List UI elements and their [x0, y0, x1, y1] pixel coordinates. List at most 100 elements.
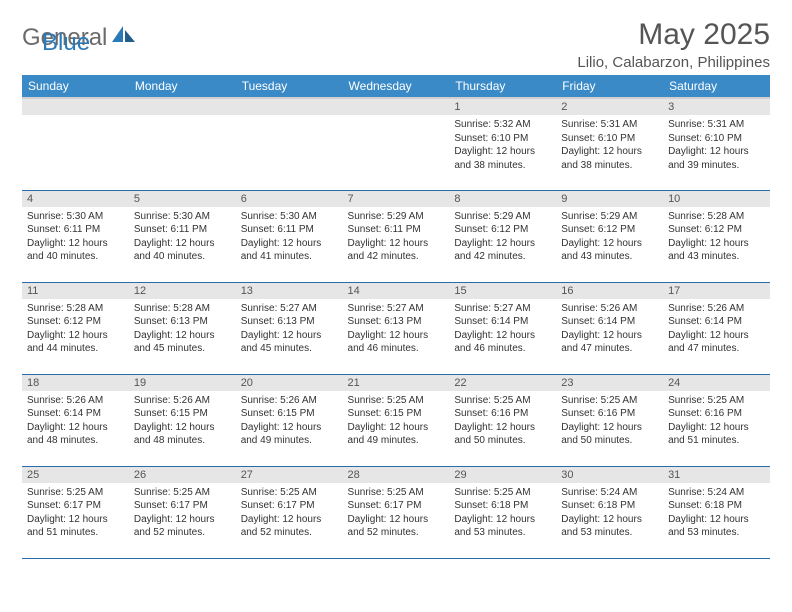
- sunset-line: Sunset: 6:13 PM: [241, 315, 338, 329]
- logo-text-blue: Blue: [42, 29, 90, 56]
- day-number: 22: [449, 375, 556, 391]
- day-details: [343, 115, 450, 122]
- daylight-line: Daylight: 12 hours and 46 minutes.: [454, 329, 551, 356]
- calendar-day-cell: 31Sunrise: 5:24 AMSunset: 6:18 PMDayligh…: [663, 466, 770, 558]
- sunset-line: Sunset: 6:14 PM: [454, 315, 551, 329]
- sunset-line: Sunset: 6:16 PM: [668, 407, 765, 421]
- day-details: Sunrise: 5:25 AMSunset: 6:15 PMDaylight:…: [343, 391, 450, 452]
- sunrise-line: Sunrise: 5:26 AM: [134, 394, 231, 408]
- calendar-day-cell: 13Sunrise: 5:27 AMSunset: 6:13 PMDayligh…: [236, 282, 343, 374]
- day-details: Sunrise: 5:26 AMSunset: 6:14 PMDaylight:…: [556, 299, 663, 360]
- weekday-header: Tuesday: [236, 75, 343, 98]
- daylight-line: Daylight: 12 hours and 48 minutes.: [134, 421, 231, 448]
- day-number: 11: [22, 283, 129, 299]
- day-details: Sunrise: 5:29 AMSunset: 6:12 PMDaylight:…: [556, 207, 663, 268]
- day-details: Sunrise: 5:28 AMSunset: 6:12 PMDaylight:…: [663, 207, 770, 268]
- weekday-header: Sunday: [22, 75, 129, 98]
- sunset-line: Sunset: 6:14 PM: [668, 315, 765, 329]
- sunset-line: Sunset: 6:16 PM: [454, 407, 551, 421]
- sunrise-line: Sunrise: 5:24 AM: [668, 486, 765, 500]
- day-number: 8: [449, 191, 556, 207]
- location-text: Lilio, Calabarzon, Philippines: [577, 54, 770, 71]
- day-number: 30: [556, 467, 663, 483]
- sunrise-line: Sunrise: 5:29 AM: [561, 210, 658, 224]
- calendar-day-cell: 17Sunrise: 5:26 AMSunset: 6:14 PMDayligh…: [663, 282, 770, 374]
- calendar-day-cell: 11Sunrise: 5:28 AMSunset: 6:12 PMDayligh…: [22, 282, 129, 374]
- daylight-line: Daylight: 12 hours and 53 minutes.: [668, 513, 765, 540]
- day-details: Sunrise: 5:28 AMSunset: 6:13 PMDaylight:…: [129, 299, 236, 360]
- day-details: Sunrise: 5:25 AMSunset: 6:17 PMDaylight:…: [343, 483, 450, 544]
- calendar-day-cell: [22, 98, 129, 190]
- daylight-line: Daylight: 12 hours and 47 minutes.: [561, 329, 658, 356]
- day-number: 29: [449, 467, 556, 483]
- calendar-day-cell: 14Sunrise: 5:27 AMSunset: 6:13 PMDayligh…: [343, 282, 450, 374]
- day-number: 1: [449, 99, 556, 115]
- day-details: [236, 115, 343, 122]
- day-number: 18: [22, 375, 129, 391]
- calendar-day-cell: 10Sunrise: 5:28 AMSunset: 6:12 PMDayligh…: [663, 190, 770, 282]
- sunset-line: Sunset: 6:15 PM: [241, 407, 338, 421]
- day-details: Sunrise: 5:27 AMSunset: 6:14 PMDaylight:…: [449, 299, 556, 360]
- sunrise-line: Sunrise: 5:29 AM: [348, 210, 445, 224]
- weekday-header: Wednesday: [343, 75, 450, 98]
- weekday-header: Friday: [556, 75, 663, 98]
- sunset-line: Sunset: 6:10 PM: [561, 132, 658, 146]
- day-details: Sunrise: 5:26 AMSunset: 6:14 PMDaylight:…: [22, 391, 129, 452]
- day-details: [129, 115, 236, 122]
- day-details: Sunrise: 5:26 AMSunset: 6:14 PMDaylight:…: [663, 299, 770, 360]
- calendar-table: SundayMondayTuesdayWednesdayThursdayFrid…: [22, 75, 770, 559]
- daylight-line: Daylight: 12 hours and 39 minutes.: [668, 145, 765, 172]
- sunrise-line: Sunrise: 5:27 AM: [241, 302, 338, 316]
- sunrise-line: Sunrise: 5:25 AM: [241, 486, 338, 500]
- calendar-day-cell: 30Sunrise: 5:24 AMSunset: 6:18 PMDayligh…: [556, 466, 663, 558]
- day-number: 16: [556, 283, 663, 299]
- month-title: May 2025: [577, 18, 770, 52]
- calendar-day-cell: 22Sunrise: 5:25 AMSunset: 6:16 PMDayligh…: [449, 374, 556, 466]
- day-details: Sunrise: 5:25 AMSunset: 6:17 PMDaylight:…: [129, 483, 236, 544]
- day-number: 5: [129, 191, 236, 207]
- day-number: 20: [236, 375, 343, 391]
- calendar-day-cell: 5Sunrise: 5:30 AMSunset: 6:11 PMDaylight…: [129, 190, 236, 282]
- day-number: 4: [22, 191, 129, 207]
- daylight-line: Daylight: 12 hours and 42 minutes.: [454, 237, 551, 264]
- day-number: 27: [236, 467, 343, 483]
- day-details: Sunrise: 5:25 AMSunset: 6:18 PMDaylight:…: [449, 483, 556, 544]
- sunset-line: Sunset: 6:11 PM: [348, 223, 445, 237]
- sunrise-line: Sunrise: 5:25 AM: [348, 486, 445, 500]
- calendar-week-row: 18Sunrise: 5:26 AMSunset: 6:14 PMDayligh…: [22, 374, 770, 466]
- weekday-header-row: SundayMondayTuesdayWednesdayThursdayFrid…: [22, 75, 770, 98]
- day-number: 10: [663, 191, 770, 207]
- calendar-day-cell: 23Sunrise: 5:25 AMSunset: 6:16 PMDayligh…: [556, 374, 663, 466]
- day-number: 14: [343, 283, 450, 299]
- calendar-day-cell: [343, 98, 450, 190]
- sunset-line: Sunset: 6:14 PM: [561, 315, 658, 329]
- day-details: Sunrise: 5:32 AMSunset: 6:10 PMDaylight:…: [449, 115, 556, 176]
- calendar-day-cell: 18Sunrise: 5:26 AMSunset: 6:14 PMDayligh…: [22, 374, 129, 466]
- daylight-line: Daylight: 12 hours and 40 minutes.: [134, 237, 231, 264]
- calendar-day-cell: 24Sunrise: 5:25 AMSunset: 6:16 PMDayligh…: [663, 374, 770, 466]
- sunset-line: Sunset: 6:11 PM: [134, 223, 231, 237]
- sunset-line: Sunset: 6:17 PM: [348, 499, 445, 513]
- sunrise-line: Sunrise: 5:25 AM: [27, 486, 124, 500]
- daylight-line: Daylight: 12 hours and 47 minutes.: [668, 329, 765, 356]
- day-number: 31: [663, 467, 770, 483]
- day-number: [343, 99, 450, 115]
- day-number: 9: [556, 191, 663, 207]
- sunset-line: Sunset: 6:12 PM: [27, 315, 124, 329]
- daylight-line: Daylight: 12 hours and 52 minutes.: [241, 513, 338, 540]
- daylight-line: Daylight: 12 hours and 52 minutes.: [134, 513, 231, 540]
- daylight-line: Daylight: 12 hours and 51 minutes.: [27, 513, 124, 540]
- day-details: Sunrise: 5:25 AMSunset: 6:16 PMDaylight:…: [556, 391, 663, 452]
- calendar-week-row: 1Sunrise: 5:32 AMSunset: 6:10 PMDaylight…: [22, 98, 770, 190]
- sunrise-line: Sunrise: 5:28 AM: [27, 302, 124, 316]
- sunrise-line: Sunrise: 5:27 AM: [454, 302, 551, 316]
- sunset-line: Sunset: 6:15 PM: [348, 407, 445, 421]
- calendar-day-cell: 12Sunrise: 5:28 AMSunset: 6:13 PMDayligh…: [129, 282, 236, 374]
- day-details: Sunrise: 5:25 AMSunset: 6:17 PMDaylight:…: [22, 483, 129, 544]
- weekday-header: Thursday: [449, 75, 556, 98]
- sunrise-line: Sunrise: 5:28 AM: [668, 210, 765, 224]
- day-number: 3: [663, 99, 770, 115]
- calendar-day-cell: 27Sunrise: 5:25 AMSunset: 6:17 PMDayligh…: [236, 466, 343, 558]
- sunset-line: Sunset: 6:15 PM: [134, 407, 231, 421]
- title-block: May 2025 Lilio, Calabarzon, Philippines: [577, 18, 770, 71]
